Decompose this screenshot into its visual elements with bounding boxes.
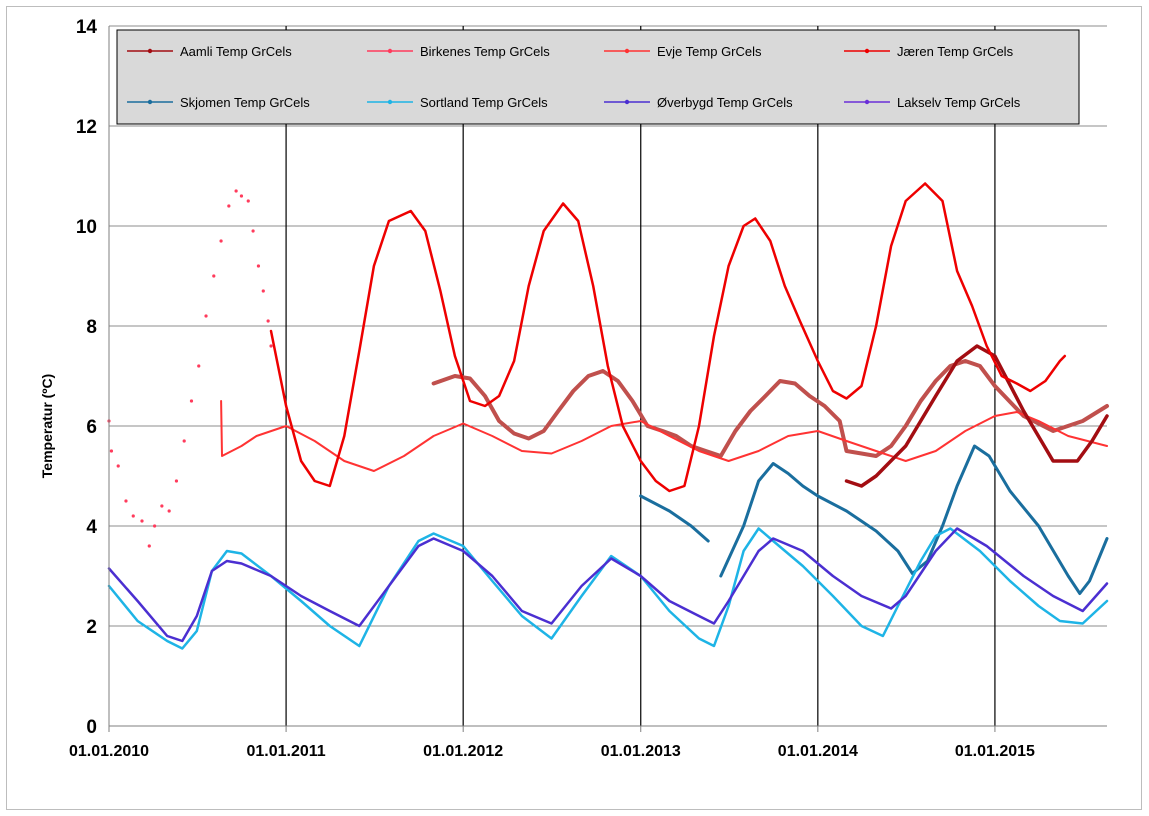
x-tick-label: 01.01.2014 bbox=[778, 743, 858, 760]
data-point bbox=[251, 229, 255, 233]
y-tick-label: 2 bbox=[86, 617, 97, 638]
data-point bbox=[197, 364, 201, 368]
legend-box bbox=[116, 29, 1080, 125]
x-tick-label: 01.01.2015 bbox=[955, 743, 1035, 760]
data-point bbox=[124, 499, 128, 503]
legend-marker bbox=[624, 99, 630, 105]
data-point bbox=[140, 519, 144, 523]
series-extra-line bbox=[431, 359, 1109, 458]
legend-marker bbox=[864, 48, 870, 54]
legend-entry: Øverbygd Temp GrCels bbox=[604, 95, 793, 110]
data-point bbox=[131, 514, 135, 518]
data-point bbox=[234, 189, 238, 193]
series-øverbygd-temp-grcels-line bbox=[107, 527, 1109, 643]
data-point bbox=[174, 479, 179, 483]
legend-label: Jæren Temp GrCels bbox=[897, 44, 1014, 59]
series-line bbox=[719, 444, 1109, 595]
legend-marker bbox=[147, 48, 153, 54]
legend-marker bbox=[147, 99, 153, 105]
y-axis-label: Temperatur (ºC) bbox=[39, 374, 55, 478]
data-point bbox=[246, 199, 250, 203]
legend-label: Øverbygd Temp GrCels bbox=[657, 95, 793, 110]
series-line bbox=[639, 494, 710, 543]
data-point bbox=[109, 449, 114, 453]
y-tick-label: 14 bbox=[76, 17, 98, 38]
data-point bbox=[269, 344, 273, 348]
legend-label: Evje Temp GrCels bbox=[657, 44, 762, 59]
data-point bbox=[212, 274, 216, 278]
legend-entry: Skjomen Temp GrCels bbox=[127, 95, 310, 110]
legend-entry: Birkenes Temp GrCels bbox=[367, 44, 550, 59]
series-layer bbox=[107, 182, 1109, 650]
legend-marker bbox=[387, 48, 393, 54]
y-tick-label: 6 bbox=[86, 417, 97, 438]
legend-label: Birkenes Temp GrCels bbox=[420, 44, 550, 59]
data-point bbox=[266, 319, 270, 323]
legend-label: Skjomen Temp GrCels bbox=[180, 95, 310, 110]
data-point bbox=[153, 524, 157, 528]
y-tick-label: 10 bbox=[76, 217, 97, 238]
data-point bbox=[147, 544, 151, 548]
series-jæren-temp-grcels-line bbox=[269, 182, 1067, 493]
legend-label: Lakselv Temp GrCels bbox=[897, 95, 1021, 110]
legend-entry: Aamli Temp GrCels bbox=[127, 44, 292, 59]
series-birkenes-temp-grcels bbox=[107, 189, 273, 548]
legend-entry: Evje Temp GrCels bbox=[604, 44, 762, 59]
data-point bbox=[219, 239, 223, 243]
legend-entry: Lakselv Temp GrCels bbox=[844, 95, 1021, 110]
legend-label: Aamli Temp GrCels bbox=[180, 44, 292, 59]
data-point bbox=[256, 264, 261, 268]
data-point bbox=[116, 464, 120, 468]
series-sortland-temp-grcels-line bbox=[107, 527, 1109, 650]
series-aamli-temp-grcels-line bbox=[844, 344, 1109, 488]
legend-marker bbox=[864, 99, 870, 105]
x-tick-label: 01.01.2013 bbox=[601, 743, 681, 760]
legend-marker bbox=[624, 48, 630, 54]
data-point bbox=[182, 439, 186, 443]
x-tick-label: 01.01.2010 bbox=[69, 743, 149, 760]
legend-label: Sortland Temp GrCels bbox=[420, 95, 548, 110]
legend: Aamli Temp GrCels Birkenes Temp GrCels Evj… bbox=[116, 29, 1080, 125]
series-skjomen-temp-grcels bbox=[639, 444, 1109, 595]
data-point bbox=[189, 399, 194, 403]
chart-frame bbox=[6, 6, 1142, 810]
data-point bbox=[239, 194, 244, 198]
y-tick-label: 8 bbox=[86, 317, 97, 338]
data-point bbox=[160, 504, 164, 508]
y-tick-label: 4 bbox=[86, 517, 97, 538]
y-tick-label: 0 bbox=[86, 717, 97, 738]
series-evje-temp-grcels-line bbox=[220, 400, 1108, 472]
axes: 0 2 4 6 8 10 12 14 01.01.2010 01.01.2011 01.01.201… bbox=[69, 17, 1107, 760]
y-tick-label: 12 bbox=[76, 117, 97, 138]
legend-marker bbox=[387, 99, 393, 105]
legend-entry: Jæren Temp GrCels bbox=[844, 44, 1014, 59]
data-point bbox=[227, 204, 231, 208]
data-point bbox=[167, 509, 171, 513]
data-point bbox=[204, 314, 208, 318]
data-point bbox=[261, 289, 265, 293]
x-tick-label: 01.01.2012 bbox=[423, 743, 503, 760]
x-tick-label: 01.01.2011 bbox=[246, 743, 325, 760]
legend-entry: Sortland Temp GrCels bbox=[367, 95, 548, 110]
